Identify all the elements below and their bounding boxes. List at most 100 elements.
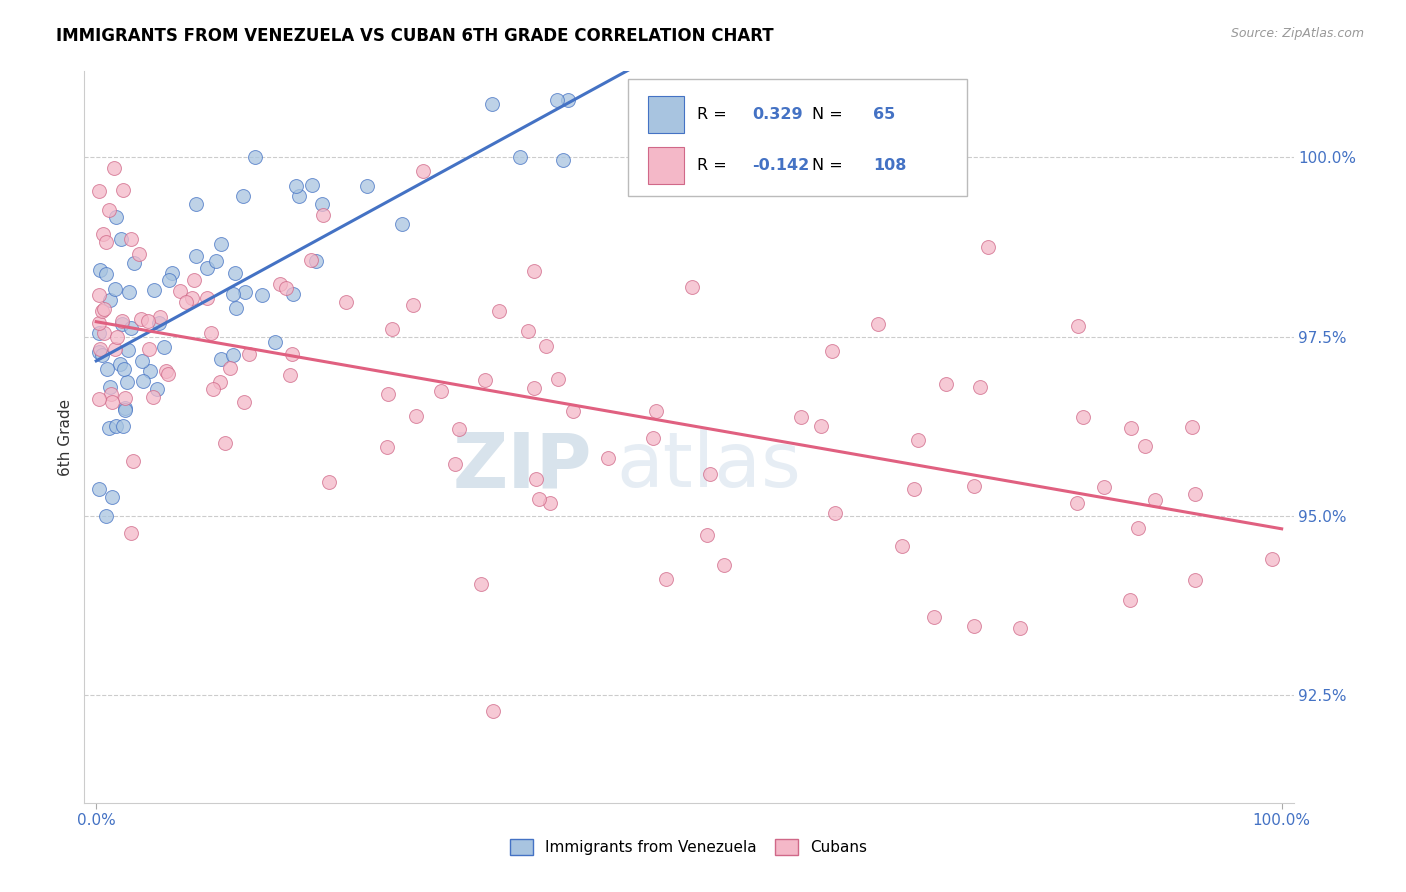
Point [115, 375, 138, 389]
Point [200, 326, 222, 340]
Text: 0.329: 0.329 [752, 107, 803, 122]
Point [114, 403, 136, 417]
Point [1184, 573, 1206, 587]
Point [89, 345, 111, 359]
Point [243, 150, 266, 164]
Point [474, 373, 496, 387]
Point [391, 217, 413, 231]
Point [645, 404, 668, 418]
Point [538, 496, 561, 510]
Point [98, 202, 121, 217]
Point [89, 342, 111, 356]
Point [148, 310, 170, 325]
Point [377, 387, 399, 401]
Point [523, 381, 546, 395]
Point [108, 357, 131, 371]
Point [276, 281, 298, 295]
Point [963, 619, 986, 633]
Point [1092, 480, 1115, 494]
Point [238, 347, 260, 361]
Point [121, 232, 143, 246]
Point [98, 420, 121, 434]
Point [205, 254, 228, 268]
Point [903, 482, 925, 496]
Point [94, 235, 117, 249]
Point [907, 433, 929, 447]
Point [810, 418, 832, 433]
Point [517, 324, 540, 338]
Text: 65: 65 [873, 107, 896, 122]
Point [112, 419, 135, 434]
Point [117, 343, 139, 357]
Point [111, 317, 134, 331]
Point [523, 264, 546, 278]
Point [87, 288, 110, 302]
Point [132, 374, 155, 388]
Text: -0.142: -0.142 [752, 158, 808, 173]
Point [232, 189, 254, 203]
Point [184, 197, 207, 211]
Point [1010, 621, 1032, 635]
Point [280, 368, 302, 383]
Point [447, 422, 470, 436]
Point [174, 294, 197, 309]
Point [111, 313, 134, 327]
Point [335, 294, 357, 309]
Point [124, 256, 146, 270]
Point [103, 161, 125, 175]
Point [105, 418, 128, 433]
Point [169, 284, 191, 298]
Point [641, 431, 664, 445]
Point [412, 164, 434, 178]
Point [98, 293, 121, 307]
Point [285, 179, 308, 194]
FancyBboxPatch shape [628, 78, 967, 195]
Point [222, 286, 245, 301]
Point [935, 376, 957, 391]
Point [87, 392, 110, 407]
Point [444, 457, 467, 471]
Point [1128, 521, 1150, 535]
Point [107, 330, 129, 344]
Point [233, 285, 256, 300]
Point [87, 326, 110, 341]
Point [129, 312, 152, 326]
Text: N =: N = [813, 107, 848, 122]
Point [87, 317, 110, 331]
Point [922, 610, 945, 624]
Point [1121, 421, 1143, 435]
Point [111, 183, 134, 197]
Point [209, 376, 232, 390]
Point [131, 354, 153, 368]
Point [155, 363, 177, 377]
Point [128, 247, 150, 261]
Point [195, 291, 218, 305]
Point [311, 196, 333, 211]
Point [288, 188, 311, 202]
Point [527, 491, 550, 506]
Point [148, 316, 170, 330]
Point [233, 394, 256, 409]
Point [299, 253, 322, 268]
Point [91, 348, 114, 362]
Point [201, 382, 224, 396]
Point [224, 266, 246, 280]
Point [1073, 409, 1095, 424]
Legend: Immigrants from Venezuela, Cubans: Immigrants from Venezuela, Cubans [505, 833, 873, 861]
Point [429, 384, 451, 398]
Point [91, 227, 114, 242]
Point [481, 97, 503, 112]
Point [121, 320, 143, 334]
Point [138, 342, 160, 356]
Point [180, 291, 202, 305]
Point [112, 361, 135, 376]
Text: 108: 108 [873, 158, 905, 173]
Point [509, 150, 531, 164]
Text: IMMIGRANTS FROM VENEZUELA VS CUBAN 6TH GRADE CORRELATION CHART: IMMIGRANTS FROM VENEZUELA VS CUBAN 6TH G… [56, 27, 773, 45]
Point [551, 153, 574, 168]
Point [118, 285, 141, 300]
Point [114, 391, 136, 405]
Point [87, 184, 110, 198]
Point [866, 318, 889, 332]
Point [142, 283, 165, 297]
